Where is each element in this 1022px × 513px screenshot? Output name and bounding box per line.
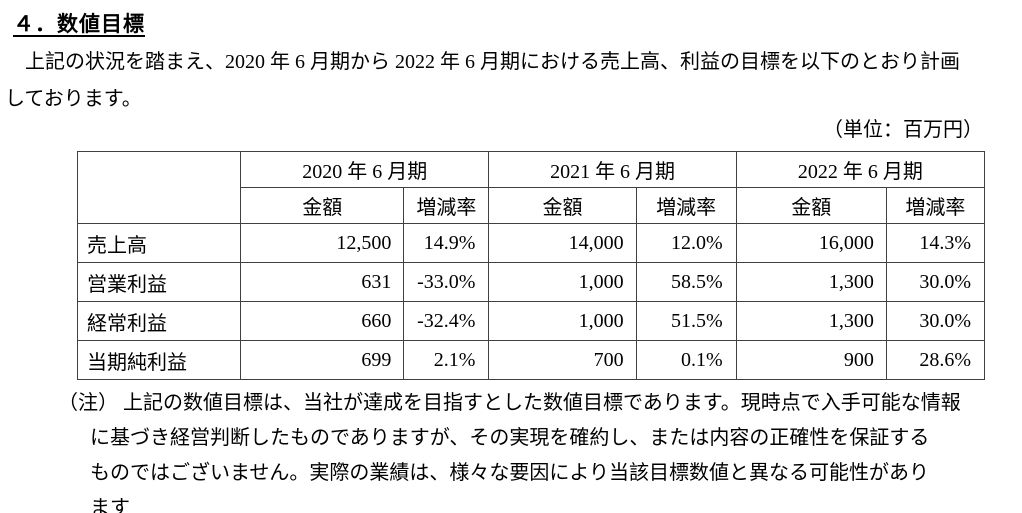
rate-cell: 51.5% bbox=[635, 301, 737, 341]
rate-cell: 14.9% bbox=[403, 223, 490, 263]
year-header-2021: 2021 年 6 月期 bbox=[488, 151, 737, 188]
amount-cell: 14,000 bbox=[488, 223, 637, 263]
amount-cell: 900 bbox=[735, 340, 887, 380]
table-corner-cell bbox=[76, 151, 242, 224]
subheader-rate-2021: 増減率 bbox=[635, 187, 737, 224]
table-row-operating-profit: 営業利益 631 -33.0% 1,000 58.5% 1,300 30.0% bbox=[76, 262, 986, 302]
footnote-line-3: ものではございません。実際の業績は、様々な要因により当該目標数値と異なる可能性が… bbox=[90, 462, 929, 484]
footnote-line-4: ます bbox=[90, 497, 130, 513]
footnote-line-1: （注） 上記の数値目標は、当社が達成を目指すとした数値目標であります。現時点で入… bbox=[58, 392, 961, 414]
unit-label: （単位：百万円） bbox=[823, 119, 983, 141]
amount-cell: 1,000 bbox=[488, 262, 637, 302]
rate-cell: 30.0% bbox=[885, 301, 986, 341]
amount-cell: 16,000 bbox=[735, 223, 887, 263]
subheader-rate-2020: 増減率 bbox=[403, 187, 490, 224]
subheader-amount-2022: 金額 bbox=[735, 187, 887, 224]
row-label: 経常利益 bbox=[76, 301, 242, 341]
rate-cell: 30.0% bbox=[885, 262, 986, 302]
intro-line-2: しております。 bbox=[5, 88, 142, 110]
year-header-2020: 2020 年 6 月期 bbox=[240, 151, 490, 188]
amount-cell: 1,000 bbox=[488, 301, 637, 341]
table-row-net-income: 当期純利益 699 2.1% 700 0.1% 900 28.6% bbox=[76, 340, 986, 380]
table-row-ordinary-profit: 経常利益 660 -32.4% 1,000 51.5% 1,300 30.0% bbox=[76, 301, 986, 341]
row-label: 営業利益 bbox=[76, 262, 242, 302]
amount-cell: 1,300 bbox=[735, 301, 887, 341]
targets-table: 2020 年 6 月期 2021 年 6 月期 2022 年 6 月期 金額 増… bbox=[76, 151, 986, 380]
rate-cell: 58.5% bbox=[635, 262, 737, 302]
subheader-amount-2021: 金額 bbox=[488, 187, 637, 224]
rate-cell: -33.0% bbox=[403, 262, 490, 302]
amount-cell: 660 bbox=[240, 301, 405, 341]
table-row-sales: 売上高 12,500 14.9% 14,000 12.0% 16,000 14.… bbox=[76, 223, 986, 263]
amount-cell: 631 bbox=[240, 262, 405, 302]
rate-cell: 28.6% bbox=[885, 340, 986, 380]
amount-cell: 12,500 bbox=[240, 223, 405, 263]
amount-cell: 700 bbox=[488, 340, 637, 380]
amount-cell: 1,300 bbox=[735, 262, 887, 302]
rate-cell: 14.3% bbox=[885, 223, 986, 263]
year-header-2022: 2022 年 6 月期 bbox=[735, 151, 986, 188]
table-header-years-row: 2020 年 6 月期 2021 年 6 月期 2022 年 6 月期 bbox=[76, 151, 986, 224]
row-label: 売上高 bbox=[76, 223, 242, 263]
footnote: （注） 上記の数値目標は、当社が達成を目指すとした数値目標であります。現時点で入… bbox=[58, 386, 961, 513]
rate-cell: -32.4% bbox=[403, 301, 490, 341]
subheader-amount-2020: 金額 bbox=[240, 187, 405, 224]
rate-cell: 0.1% bbox=[635, 340, 737, 380]
intro-paragraph: 上記の状況を踏まえ、2020 年 6 月期から 2022 年 6 月期における売… bbox=[5, 44, 960, 118]
table-header-sub-row: 金額 増減率 金額 増減率 金額 増減率 bbox=[78, 187, 986, 224]
intro-line-1: 上記の状況を踏まえ、2020 年 6 月期から 2022 年 6 月期における売… bbox=[5, 51, 960, 73]
rate-cell: 2.1% bbox=[403, 340, 490, 380]
footnote-line-2: に基づき経営判断したものでありますが、その実現を確約し、または内容の正確性を保証… bbox=[90, 427, 930, 449]
section-title: ４．数値目標 bbox=[13, 12, 145, 36]
subheader-rate-2022: 増減率 bbox=[885, 187, 986, 224]
row-label: 当期純利益 bbox=[76, 340, 242, 380]
amount-cell: 699 bbox=[240, 340, 405, 380]
rate-cell: 12.0% bbox=[635, 223, 737, 263]
